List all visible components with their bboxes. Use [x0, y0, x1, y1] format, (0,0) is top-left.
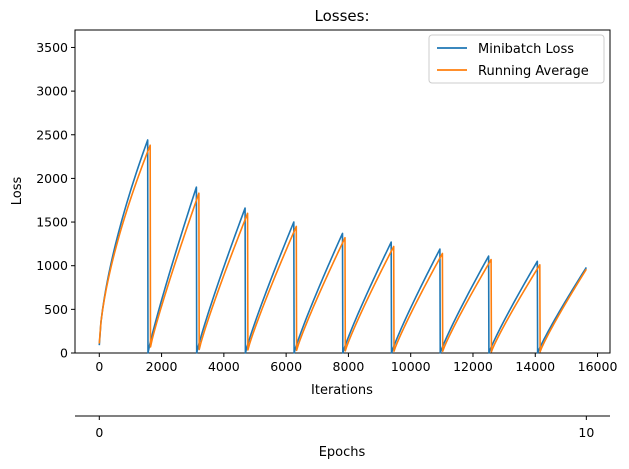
y-tick-label: 3000 [36, 84, 68, 99]
y-tick-label: 1500 [36, 215, 68, 230]
series-layer [98, 139, 588, 354]
series-line-running-average [98, 144, 588, 353]
legend-box [428, 34, 605, 84]
epochs-axis-label: Epochs [319, 445, 366, 460]
y-axis-label: Loss [10, 177, 25, 206]
y-axis-ticks: 0 500 1000 1500 2000 2500 3000 3500 [36, 40, 75, 361]
x-tick-label: 0 [95, 359, 103, 374]
x-axis-label: Iterations [311, 383, 373, 398]
legend-label-running-average: Running Average [478, 64, 589, 79]
chart-title: Losses: [315, 7, 370, 25]
y-tick-label: 500 [44, 302, 68, 317]
x-tick-label: 10000 [391, 359, 431, 374]
y-tick-label: 0 [60, 346, 68, 361]
y-tick-label: 3500 [36, 40, 68, 55]
epochs-axis: 0 10 [75, 415, 610, 440]
epoch-tick-label: 0 [95, 425, 103, 440]
y-tick-label: 2000 [36, 171, 68, 186]
y-tick-label: 2500 [36, 127, 68, 142]
x-tick-label: 2000 [146, 359, 178, 374]
x-tick-label: 8000 [333, 359, 365, 374]
x-tick-label: 4000 [208, 359, 240, 374]
x-tick-label: 14000 [515, 359, 555, 374]
x-axis-ticks: 0 2000 4000 6000 8000 10000 12000 14000 16000 [95, 353, 617, 374]
legend: Minibatch Loss Running Average [428, 34, 605, 84]
epoch-tick-label: 10 [578, 425, 594, 440]
legend-label-minibatch-loss: Minibatch Loss [478, 42, 574, 57]
series-line-minibatch-loss [98, 139, 588, 354]
x-tick-label: 16000 [578, 359, 618, 374]
x-tick-label: 12000 [453, 359, 493, 374]
x-tick-label: 6000 [270, 359, 302, 374]
y-tick-label: 1000 [36, 258, 68, 273]
